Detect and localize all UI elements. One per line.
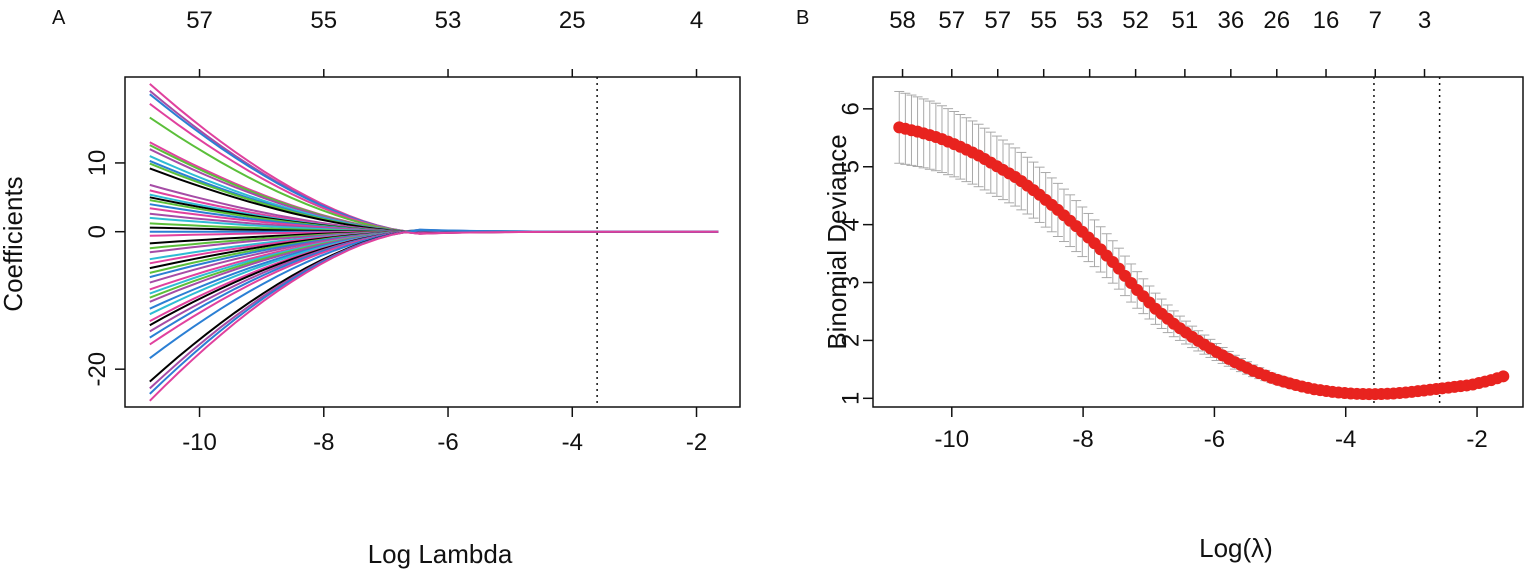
panel-a-letter: A <box>52 7 66 29</box>
panel-b-plot-frame <box>872 76 1524 408</box>
top-axis-label: 52 <box>1122 7 1149 34</box>
top-axis-label: 4 <box>690 7 703 34</box>
x-tick-label: -2 <box>1466 426 1487 453</box>
y-tick-label: 2 <box>838 334 865 347</box>
panel-b-y-axis: 1 2 3 4 5 6 <box>838 102 873 405</box>
x-tick-label: -10 <box>934 426 969 453</box>
x-tick-label: -4 <box>562 429 583 456</box>
top-axis-label: 53 <box>1076 7 1103 34</box>
x-tick-label: -6 <box>437 429 458 456</box>
coefficient-path-v50 <box>149 230 719 402</box>
top-axis-label: 7 <box>1369 7 1382 34</box>
panel-b-y-axis-title: Binomial Deviance <box>822 134 852 349</box>
panel-a-series-group <box>149 77 719 407</box>
y-tick-label: 5 <box>838 160 865 173</box>
panel-b-points <box>893 121 1510 401</box>
panel-b-x-axis: -10 -8 -6 -4 -2 <box>934 407 1488 453</box>
y-tick-label: 6 <box>838 102 865 115</box>
coefficient-path-v29 <box>149 230 719 261</box>
top-axis-label: 51 <box>1172 7 1199 34</box>
panel-b-x-axis-title: Log(λ) <box>1199 533 1273 563</box>
panel-a-y-axis-title: Coefficients <box>0 176 28 311</box>
x-tick-label: -8 <box>1072 426 1093 453</box>
coefficient-path-v2 <box>149 90 719 233</box>
top-axis-label: 55 <box>1030 7 1057 34</box>
top-axis-label: 57 <box>938 7 965 34</box>
panel-b-top-axis: 58 57 57 55 53 52 51 36 26 16 7 3 <box>889 7 1431 77</box>
panel-a-top-axis: 57 55 53 25 4 <box>186 7 703 77</box>
x-tick-label: -2 <box>686 429 707 456</box>
x-tick-label: -8 <box>313 429 334 456</box>
top-axis-label: 57 <box>186 7 213 34</box>
y-tick-label: 4 <box>838 218 865 231</box>
panel-a-y-axis: -20 0 10 <box>84 150 125 387</box>
y-tick-label: 0 <box>84 225 111 238</box>
top-axis-label: 26 <box>1263 7 1290 34</box>
top-axis-label: 55 <box>310 7 337 34</box>
top-axis-label: 58 <box>889 7 916 34</box>
x-tick-label: -10 <box>182 429 217 456</box>
panel-b-cross-validation: B -10 -8 -6 -4 -2 1 2 3 4 5 6 58 57 57 55 53 52 51 36 26 1… <box>796 7 1524 563</box>
top-axis-label: 36 <box>1217 7 1244 34</box>
y-tick-label: 10 <box>84 150 111 177</box>
top-axis-label: 25 <box>559 7 586 34</box>
panel-b-letter: B <box>796 7 809 29</box>
panel-a-x-axis: -10 -8 -6 -4 -2 <box>182 407 707 456</box>
top-axis-label: 3 <box>1418 7 1431 34</box>
y-tick-label: 3 <box>838 276 865 289</box>
x-tick-label: -4 <box>1335 426 1356 453</box>
x-tick-label: -6 <box>1204 426 1225 453</box>
panel-b-error-bars <box>894 77 1509 407</box>
y-tick-label: 1 <box>838 392 865 405</box>
top-axis-label: 57 <box>984 7 1011 34</box>
top-axis-label: 16 <box>1313 7 1340 34</box>
panel-a-plot-frame <box>124 76 741 408</box>
deviance-point <box>1497 370 1510 383</box>
y-tick-label: -20 <box>84 352 111 387</box>
panel-a-x-axis-title: Log Lambda <box>368 539 513 569</box>
top-axis-label: 53 <box>435 7 462 34</box>
panel-a-coefficient-paths: A -10 -8 -6 -4 -2 -20 0 10 57 55 53 25 4 Log Lambd… <box>0 7 741 569</box>
